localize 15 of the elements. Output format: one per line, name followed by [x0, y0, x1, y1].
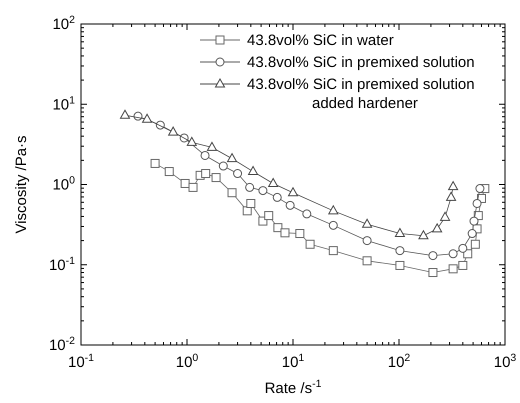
- x-tick-label: 10$^{2}$: [388, 352, 410, 371]
- y-tick-label: 10$^{-1}$: [48, 254, 76, 274]
- x-tick-label: 10$^{-1}$: [68, 352, 94, 371]
- y-tick-label: 10$^{1}$: [52, 94, 76, 114]
- legend-label: 43.8vol% SiC in premixed solution: [247, 54, 475, 71]
- x-tick-label: 10$^{0}$: [176, 352, 198, 371]
- legend-label: 43.8vol% SiC in premixed solution added hardener: [247, 76, 475, 112]
- y-axis-title: Viscosity /Pa·s: [13, 135, 30, 234]
- y-tick-label: 10$^{0}$: [52, 174, 76, 194]
- y-tick-label: 10$^{2}$: [52, 14, 76, 33]
- x-tick-label: 10$^{3}$: [494, 352, 516, 371]
- x-tick-label: 10$^{1}$: [282, 352, 304, 371]
- legend-label: 43.8vol% SiC in water: [247, 32, 394, 49]
- y-tick-label: 10$^{-2}$: [48, 335, 76, 354]
- x-axis-title: Rate /s$^{-1}$: [264, 378, 322, 397]
